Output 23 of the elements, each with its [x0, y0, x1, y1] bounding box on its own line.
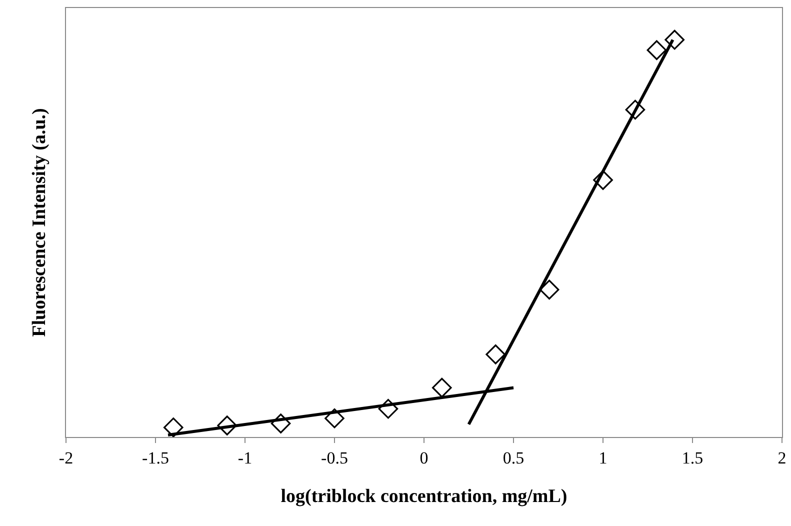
y-axis-title: Fluorescence Intensity (a.u.): [28, 108, 50, 337]
x-tick-label: 1.5: [682, 448, 704, 468]
x-tick-label: -1: [238, 448, 252, 468]
x-tick-label: -0.5: [321, 448, 348, 468]
point: [539, 280, 560, 300]
x-tick-label: 1: [598, 448, 608, 468]
point: [270, 414, 291, 434]
x-tick-label: 0.5: [502, 448, 524, 468]
point: [486, 344, 506, 364]
x-tick-label: -1.5: [142, 448, 169, 468]
x-axis-title: log(triblock concentration, mg/mL): [280, 486, 568, 508]
point: [432, 378, 452, 398]
point: [217, 416, 237, 436]
point: [324, 408, 344, 428]
x-tick-label: 2: [778, 448, 786, 468]
point: [664, 30, 684, 50]
point: [593, 170, 613, 190]
point: [625, 100, 646, 120]
point: [378, 398, 398, 419]
point: [646, 40, 667, 60]
x-tick-label: -2: [58, 448, 74, 468]
x-tick-label: 0: [420, 448, 428, 468]
point: [164, 418, 184, 437]
